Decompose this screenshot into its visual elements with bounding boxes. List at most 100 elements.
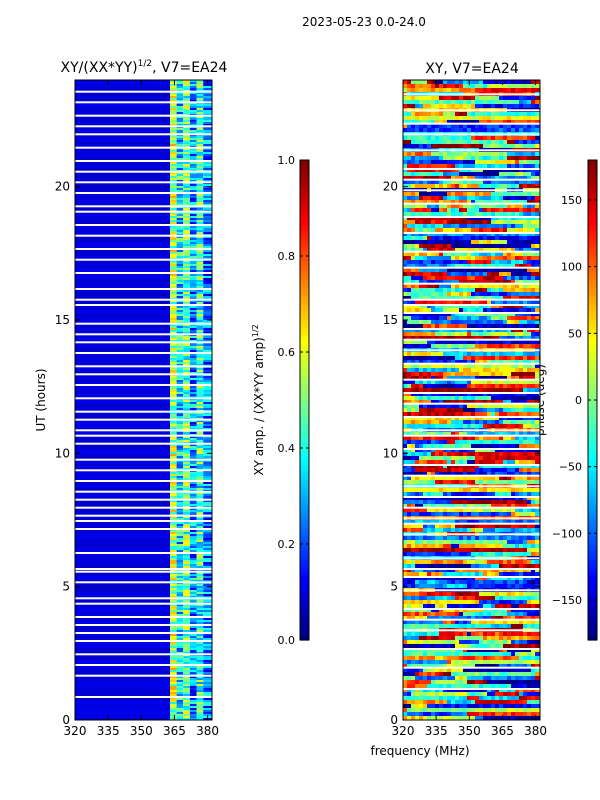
heatmap-cell [527,152,531,156]
heatmap-cell [531,360,535,364]
heatmap-cell [189,140,197,142]
heatmap-cell [189,656,197,658]
heatmap-cell [447,244,451,248]
heatmap-cell [183,402,190,404]
heatmap-cell [189,712,197,714]
heatmap-cell [487,260,491,264]
heatmap-cell [499,220,503,224]
heatmap-cell [451,200,455,204]
heatmap-cell [527,368,531,372]
heatmap-cell [507,184,511,188]
heatmap-cell [189,686,197,688]
heatmap-cell [423,204,427,208]
heatmap-cell [189,622,197,624]
heatmap-cell [203,464,212,466]
heatmap-cell [407,164,411,168]
heatmap-cell [459,372,463,376]
heatmap-cell [176,414,184,416]
heatmap-cell [75,166,170,168]
heatmap-cell [515,228,519,232]
heatmap-cell [523,104,527,108]
heatmap-cell [459,84,463,88]
heatmap-cell [170,228,177,230]
heatmap-cell [439,296,443,300]
heatmap-cell [495,352,499,356]
heatmap-cell [176,494,184,496]
heatmap-cell [189,370,197,372]
heatmap-cell [531,356,535,360]
heatmap-cell [439,96,443,100]
heatmap-cell [203,634,212,636]
heatmap-cell [183,228,190,230]
heatmap-cell [183,252,190,254]
heatmap-cell [511,352,515,356]
heatmap-cell [503,96,507,100]
heatmap-cell [443,88,447,92]
heatmap-cell [183,104,190,106]
heatmap-cell [435,272,439,276]
heatmap-cell [203,200,212,202]
heatmap-cell [515,220,519,224]
heatmap-cell [203,130,212,132]
heatmap-cell [170,382,177,384]
heatmap-cell [203,558,212,560]
heatmap-cell [451,116,455,120]
heatmap-cell [203,396,212,398]
flagged-row [75,640,212,642]
heatmap-cell [483,252,487,256]
heatmap-cell [176,492,184,494]
heatmap-cell [503,352,507,356]
flagged-row [75,570,212,573]
heatmap-cell [203,118,212,120]
heatmap-cell [170,538,177,540]
heatmap-cell [75,684,170,686]
heatmap-cell [431,128,435,132]
heatmap-cell [431,352,435,356]
heatmap-cell [75,338,170,340]
heatmap-cell [439,104,443,108]
heatmap-cell [439,200,443,204]
heatmap-cell [471,384,475,388]
heatmap-cell [196,290,204,292]
heatmap-cell [170,612,177,614]
heatmap-cell [447,228,451,232]
heatmap-cell [75,212,170,214]
heatmap-cell [503,124,507,128]
heatmap-cell [463,196,467,200]
heatmap-cell [419,292,423,296]
heatmap-cell [439,84,443,88]
heatmap-cell [176,346,184,348]
heatmap-cell [196,712,204,714]
heatmap-cell [483,288,487,292]
heatmap-cell [183,306,190,308]
heatmap-cell [176,502,184,504]
heatmap-cell [451,364,455,368]
heatmap-cell [523,212,527,216]
heatmap-cell [471,340,475,344]
heatmap-cell [527,340,531,344]
heatmap-cell [467,240,471,244]
heatmap-cell [183,560,190,562]
heatmap-cell [203,626,212,628]
heatmap-cell [447,180,451,184]
heatmap-cell [183,588,190,590]
heatmap-cell [203,350,212,352]
heatmap-cell [439,208,443,212]
heatmap-cell [507,268,511,272]
heatmap-cell [189,238,197,240]
heatmap-cell [503,192,507,196]
heatmap-cell [176,348,184,350]
heatmap-cell [491,88,495,92]
heatmap-cell [407,180,411,184]
heatmap-cell [176,606,184,608]
heatmap-cell [439,316,443,320]
heatmap-cell [423,104,427,108]
heatmap-cell [196,180,204,182]
heatmap-cell [196,326,204,328]
heatmap-cell [75,542,170,544]
heatmap-cell [189,226,197,228]
heatmap-cell [527,192,531,196]
heatmap-cell [189,358,197,360]
heatmap-cell [463,284,467,288]
heatmap-cell [75,444,170,446]
